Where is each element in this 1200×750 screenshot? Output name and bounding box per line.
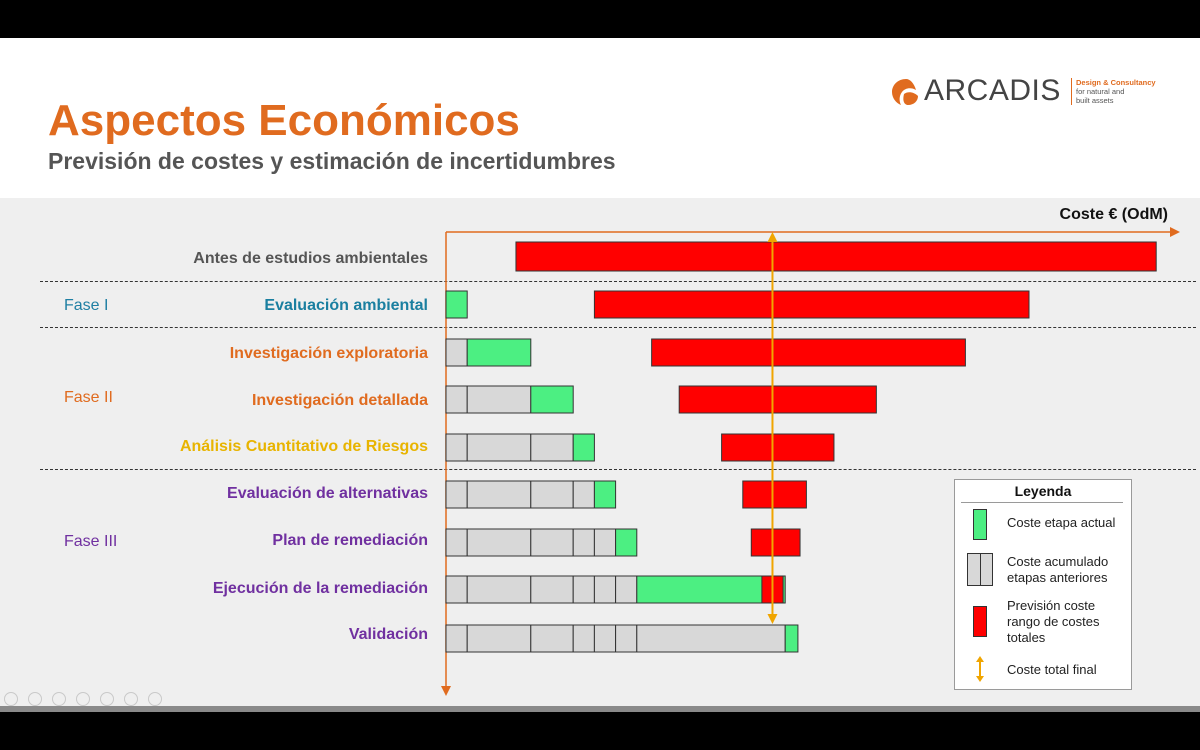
- current-stage-bar: [636, 575, 786, 604]
- previous-stage-bar: [593, 528, 617, 557]
- forecast-range-bar: [750, 528, 801, 557]
- legend-item-label: Coste acumulado etapas anteriores: [1007, 554, 1109, 585]
- row-label: Evaluación ambiental: [264, 297, 428, 314]
- previous-stage-bar: [572, 575, 595, 604]
- legend-item-label: Coste etapa actual: [1007, 515, 1116, 530]
- current-stage-bar: [466, 338, 532, 367]
- previous-stage-bar: [445, 575, 468, 604]
- forecast-range-bar: [721, 433, 835, 462]
- legend-item-label: Previsión coste rango de costes totales: [1007, 598, 1100, 645]
- row-label: Antes de estudios ambientales: [193, 250, 428, 267]
- previous-stage-bar: [445, 385, 468, 414]
- legend-gray-swatch: [967, 553, 993, 586]
- previous-stage-bar: [445, 338, 468, 367]
- previous-stage-bar: [445, 480, 468, 509]
- previous-stage-bar: [636, 624, 786, 653]
- row-label: Validación: [348, 626, 428, 643]
- legend-red-swatch: [973, 606, 987, 637]
- forecast-range-bar: [651, 338, 966, 367]
- legend: Leyenda Coste etapa actual Coste acumula…: [954, 479, 1132, 690]
- current-stage-bar: [615, 528, 638, 557]
- previous-stage-bar: [530, 575, 574, 604]
- previous-stage-bar: [466, 480, 532, 509]
- previous-stage-bar: [445, 528, 468, 557]
- more-options-button[interactable]: [148, 692, 162, 706]
- previous-stage-bar: [466, 624, 532, 653]
- previous-stage-bar: [615, 624, 638, 653]
- forecast-range-bar: [742, 480, 807, 509]
- legend-rule: [961, 502, 1123, 503]
- phase-label-fase-i: Fase I: [64, 297, 109, 314]
- previous-stage-bar: [466, 385, 532, 414]
- zoom-button[interactable]: [100, 692, 114, 706]
- logo-tagline: Design & Consultancy for natural and bui…: [1071, 78, 1156, 105]
- phase-label-fase-iii: Fase III: [64, 533, 118, 550]
- current-stage-bar: [593, 480, 617, 509]
- arcadis-logo-icon: [892, 79, 918, 105]
- previous-stage-bar: [466, 433, 532, 462]
- legend-item-label: Coste total final: [1007, 662, 1097, 677]
- row-label: Plan de remediación: [272, 532, 428, 549]
- current-stage-bar: [784, 624, 799, 653]
- previous-stage-bar: [466, 528, 532, 557]
- previous-stage-bar: [466, 575, 532, 604]
- phase-divider: [40, 327, 1196, 328]
- pen-tool-button[interactable]: [52, 692, 66, 706]
- previous-stage-bar: [530, 624, 574, 653]
- row-label: Evaluación de alternativas: [227, 485, 428, 502]
- legend-title: Leyenda: [1014, 483, 1072, 499]
- previous-stage-bar: [593, 575, 617, 604]
- row-label: Análisis Cuantitativo de Riesgos: [179, 438, 428, 455]
- phase-divider: [40, 281, 1196, 282]
- current-stage-bar: [445, 290, 468, 319]
- forecast-range-bar: [678, 385, 877, 414]
- slide-bottom-strip: [0, 706, 1200, 712]
- previous-stage-bar: [572, 528, 595, 557]
- previous-stage-bar: [615, 575, 638, 604]
- logo-wordmark: ARCADIS: [924, 74, 1061, 107]
- current-stage-bar: [530, 385, 574, 414]
- legend-green-swatch: [973, 509, 987, 540]
- axis-title: Coste € (OdM): [1059, 206, 1168, 223]
- phase-divider: [40, 469, 1196, 470]
- slide-subtitle: Previsión de costes y estimación de ince…: [48, 148, 616, 174]
- previous-stage-bar: [530, 480, 574, 509]
- y-axis-arrowhead: [441, 686, 451, 696]
- current-stage-bar: [572, 433, 595, 462]
- forecast-range-bar: [593, 290, 1030, 319]
- previous-stage-bar: [530, 528, 574, 557]
- slides-overview-button[interactable]: [76, 692, 90, 706]
- previous-stage-bar: [445, 624, 468, 653]
- legend-arrow-icon: [976, 656, 984, 682]
- prev-slide-button[interactable]: [4, 692, 18, 706]
- previous-stage-bar: [593, 624, 617, 653]
- previous-stage-bar: [530, 433, 574, 462]
- x-axis-arrowhead: [1170, 227, 1180, 237]
- final-cost-arrowhead-bottom: [767, 614, 778, 624]
- previous-stage-bar: [572, 480, 595, 509]
- final-cost-arrowhead-top: [767, 232, 778, 242]
- phase-label-fase-ii: Fase II: [64, 389, 113, 406]
- previous-stage-bar: [445, 433, 468, 462]
- forecast-range-bar: [515, 241, 1157, 272]
- previous-stage-bar: [572, 624, 595, 653]
- row-label: Ejecución de la remediación: [212, 580, 428, 597]
- row-label: Investigación detallada: [251, 392, 428, 409]
- row-label: Investigación exploratoria: [229, 345, 428, 362]
- slide-title: Aspectos Económicos: [48, 96, 520, 145]
- next-slide-button[interactable]: [28, 692, 42, 706]
- slide-header-area: [0, 38, 1200, 198]
- display-settings-button[interactable]: [124, 692, 138, 706]
- arcadis-logo: ARCADIS Design & Consultancy for natural…: [890, 74, 1156, 110]
